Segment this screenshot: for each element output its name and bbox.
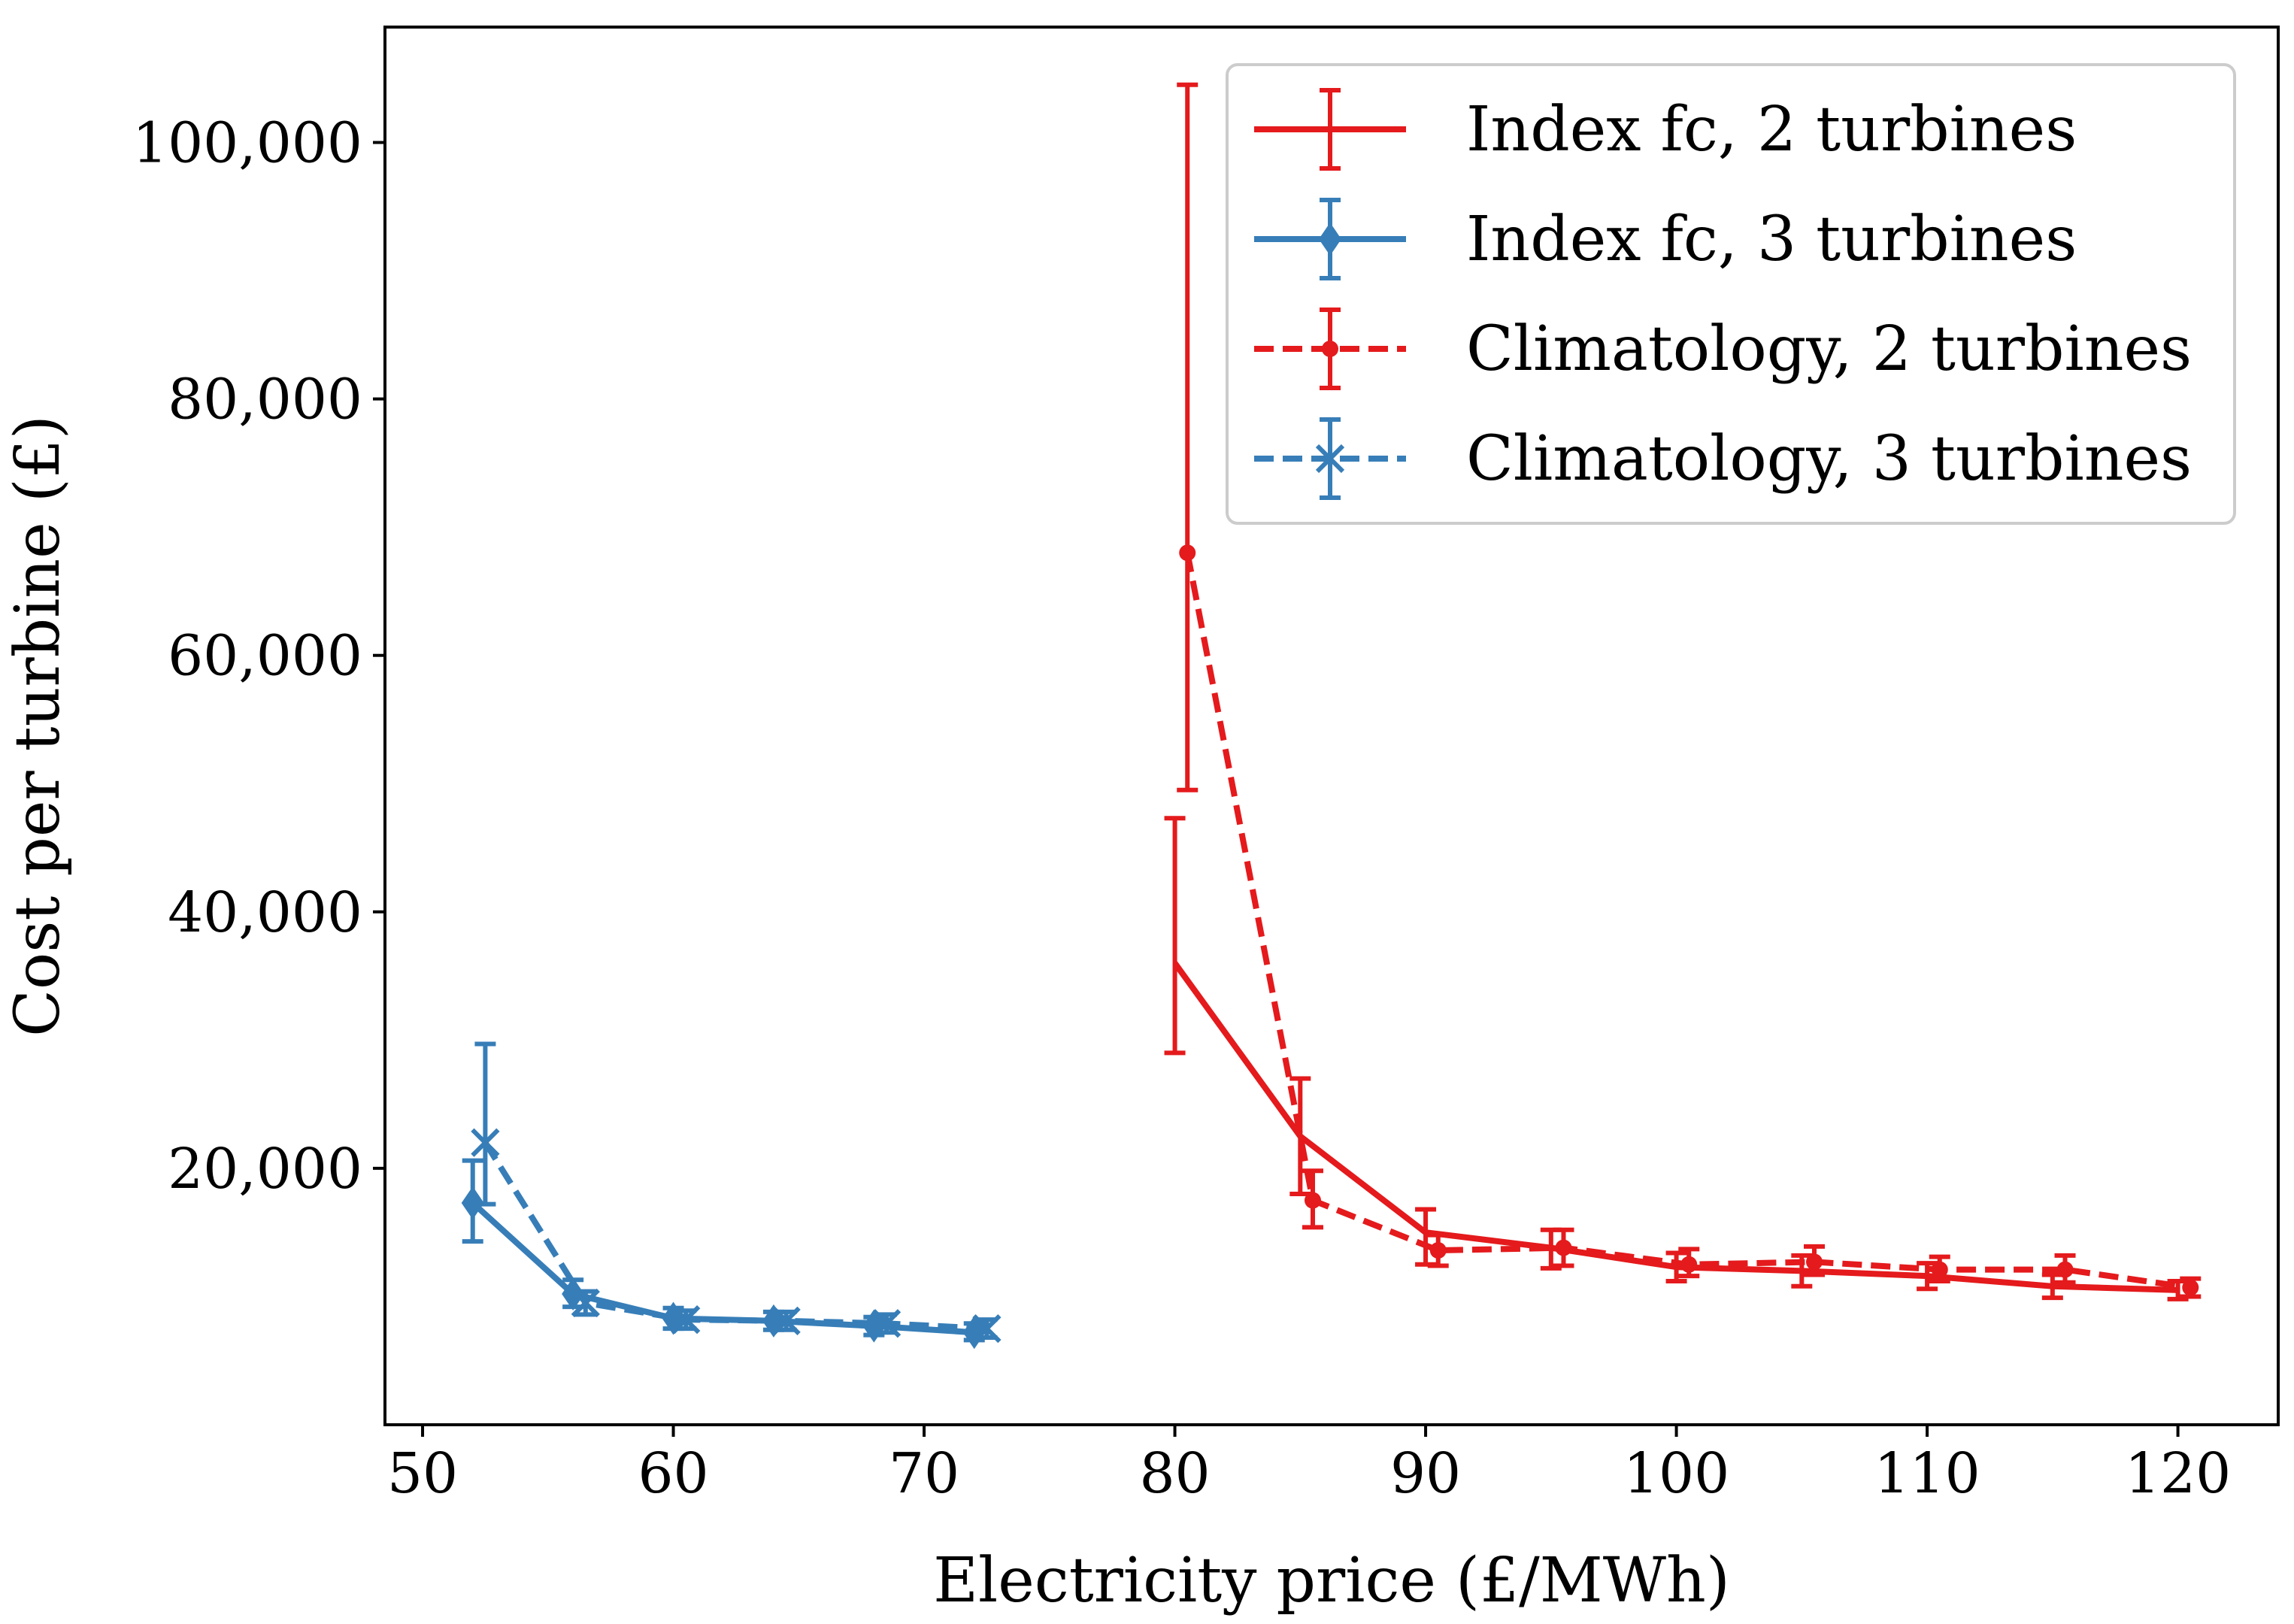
plot-content bbox=[461, 82, 2202, 1350]
series-3 bbox=[1177, 82, 2202, 1299]
x-axis-label: Electricity price (£/MWh) bbox=[933, 1545, 1730, 1616]
y-tick-label: 60,000 bbox=[168, 624, 362, 689]
legend-item: Index fc, 3 turbines bbox=[1254, 198, 2077, 280]
x-axis: 50 60 70 80 90 100 110 120 bbox=[387, 1425, 2231, 1506]
x-tick-label: 80 bbox=[1139, 1441, 1210, 1506]
data-point bbox=[571, 1288, 600, 1318]
legend-item: Climatology, 3 turbines bbox=[1254, 417, 2192, 500]
x-tick-label: 50 bbox=[387, 1441, 458, 1506]
legend-label: Index fc, 3 turbines bbox=[1466, 204, 2077, 275]
data-point bbox=[1304, 1192, 1321, 1209]
data-point bbox=[562, 1277, 585, 1311]
y-tick-label: 40,000 bbox=[168, 880, 362, 945]
legend: Index fc, 2 turbines Index fc, 3 turbines… bbox=[1226, 63, 2236, 525]
data-point bbox=[1179, 544, 1196, 562]
data-point bbox=[471, 1128, 500, 1157]
x-tick-label: 90 bbox=[1390, 1441, 1461, 1506]
x-tick-label: 100 bbox=[1623, 1441, 1729, 1506]
x-tick-label: 70 bbox=[889, 1441, 959, 1506]
data-point bbox=[1806, 1253, 1823, 1271]
y-axis-label: Cost per turbine (£) bbox=[2, 415, 74, 1037]
data-point bbox=[871, 1309, 902, 1338]
legend-item: Climatology, 2 turbines bbox=[1254, 308, 2192, 390]
legend-label: Climatology, 2 turbines bbox=[1466, 314, 2192, 385]
data-point bbox=[671, 1305, 701, 1335]
data-point bbox=[1315, 444, 1345, 474]
data-point bbox=[972, 1313, 1002, 1344]
x-tick-label: 120 bbox=[2125, 1441, 2231, 1506]
data-point bbox=[1429, 1242, 1447, 1259]
data-point bbox=[1322, 341, 1338, 357]
y-tick-label: 100,000 bbox=[132, 111, 362, 175]
series-4 bbox=[471, 1041, 1002, 1344]
data-point bbox=[461, 1186, 484, 1220]
x-tick-label: 60 bbox=[638, 1441, 708, 1506]
series-line bbox=[1172, 961, 2178, 1293]
data-point bbox=[1931, 1261, 1948, 1278]
legend-item: Index fc, 2 turbines bbox=[1254, 88, 2077, 171]
legend-box bbox=[1226, 63, 2236, 525]
y-tick-label: 20,000 bbox=[168, 1137, 362, 1201]
data-point bbox=[2056, 1261, 2074, 1278]
series-line bbox=[1184, 552, 2191, 1291]
data-point bbox=[2182, 1279, 2199, 1296]
legend-label: Climatology, 3 turbines bbox=[1466, 423, 2192, 495]
y-axis: 20,000 40,000 60,000 80,000 100,000 bbox=[132, 111, 385, 1201]
data-point bbox=[1680, 1256, 1698, 1273]
data-point bbox=[771, 1306, 801, 1335]
x-tick-label: 110 bbox=[1874, 1441, 1980, 1506]
legend-label: Index fc, 2 turbines bbox=[1466, 94, 2077, 165]
data-point bbox=[1319, 223, 1341, 256]
series-line bbox=[483, 1141, 987, 1332]
plot-area-frame bbox=[383, 26, 2280, 1426]
y-tick-label: 80,000 bbox=[168, 368, 362, 432]
data-point bbox=[1555, 1239, 1572, 1256]
